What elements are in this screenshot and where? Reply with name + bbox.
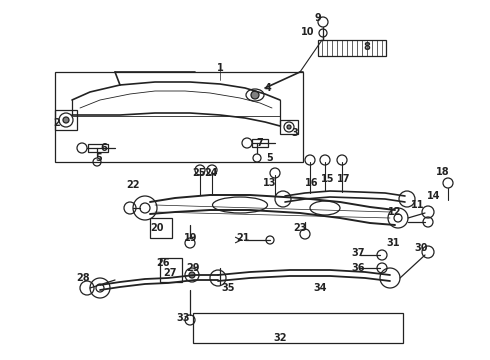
Text: 22: 22 bbox=[126, 180, 140, 190]
Circle shape bbox=[251, 91, 259, 99]
Text: 5: 5 bbox=[267, 153, 273, 163]
Text: 32: 32 bbox=[273, 333, 287, 343]
Text: 4: 4 bbox=[265, 83, 271, 93]
Bar bbox=[160, 258, 182, 282]
Text: 10: 10 bbox=[301, 27, 315, 37]
Text: 6: 6 bbox=[100, 143, 107, 153]
Text: 19: 19 bbox=[184, 233, 198, 243]
Bar bbox=[88, 144, 108, 152]
Text: 16: 16 bbox=[305, 178, 319, 188]
Circle shape bbox=[63, 117, 69, 123]
Text: 30: 30 bbox=[414, 243, 428, 253]
Text: 33: 33 bbox=[176, 313, 190, 323]
Text: 18: 18 bbox=[436, 167, 450, 177]
Text: 3: 3 bbox=[292, 128, 298, 138]
Text: 17: 17 bbox=[337, 174, 351, 184]
Bar bbox=[280, 120, 298, 134]
Text: 36: 36 bbox=[351, 263, 365, 273]
Text: 9: 9 bbox=[315, 13, 321, 23]
Bar bbox=[55, 72, 303, 162]
Bar bbox=[150, 218, 172, 238]
Text: 21: 21 bbox=[236, 233, 250, 243]
Bar bbox=[55, 110, 77, 130]
Text: 2: 2 bbox=[53, 118, 60, 128]
Text: 27: 27 bbox=[163, 268, 177, 278]
Text: 34: 34 bbox=[313, 283, 327, 293]
Text: 26: 26 bbox=[156, 258, 170, 268]
Text: 11: 11 bbox=[411, 200, 425, 210]
Text: 24: 24 bbox=[204, 168, 218, 178]
Bar bbox=[318, 40, 386, 56]
Text: 25: 25 bbox=[192, 168, 206, 178]
Ellipse shape bbox=[213, 197, 268, 213]
Text: 15: 15 bbox=[321, 174, 335, 184]
Text: 35: 35 bbox=[221, 283, 235, 293]
Text: 5: 5 bbox=[96, 153, 102, 163]
Text: 20: 20 bbox=[150, 223, 164, 233]
Text: 7: 7 bbox=[257, 138, 264, 148]
Text: 28: 28 bbox=[76, 273, 90, 283]
Text: 29: 29 bbox=[186, 263, 200, 273]
Text: 13: 13 bbox=[263, 178, 277, 188]
Text: 1: 1 bbox=[217, 63, 223, 73]
Circle shape bbox=[287, 125, 291, 129]
Text: 23: 23 bbox=[293, 223, 307, 233]
Text: 8: 8 bbox=[364, 42, 370, 52]
Text: 37: 37 bbox=[351, 248, 365, 258]
Text: 31: 31 bbox=[386, 238, 400, 248]
Text: 12: 12 bbox=[388, 207, 402, 217]
Bar bbox=[193, 313, 403, 343]
Text: 14: 14 bbox=[427, 191, 441, 201]
Circle shape bbox=[189, 272, 195, 278]
Ellipse shape bbox=[310, 201, 340, 215]
Bar bbox=[252, 139, 268, 147]
